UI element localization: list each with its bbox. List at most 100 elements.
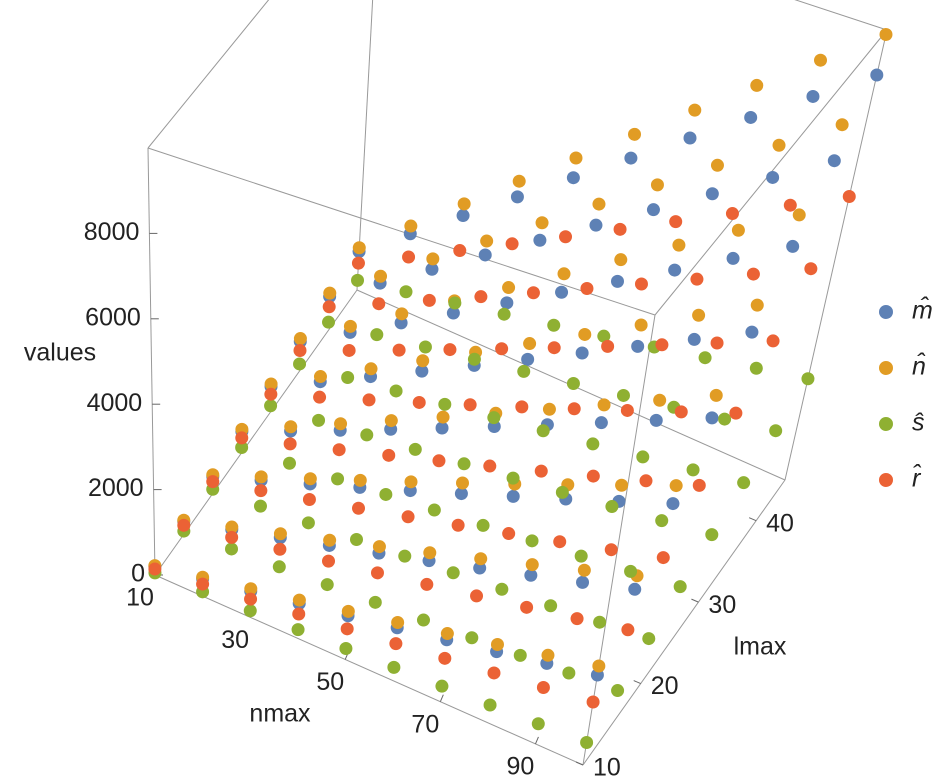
point	[264, 377, 278, 391]
point	[621, 623, 635, 637]
point	[615, 478, 629, 492]
point	[432, 454, 446, 468]
point	[566, 171, 580, 185]
point	[666, 497, 680, 511]
point	[769, 424, 783, 438]
point	[547, 341, 561, 355]
point	[592, 197, 606, 211]
point	[634, 277, 648, 291]
point	[392, 343, 406, 357]
point	[705, 528, 719, 542]
point	[284, 420, 298, 434]
point	[594, 416, 608, 430]
y-tick-label: 30	[708, 591, 736, 619]
point	[842, 190, 856, 203]
point	[515, 400, 529, 414]
point	[726, 251, 740, 265]
point	[547, 318, 561, 332]
point	[293, 344, 307, 358]
point	[566, 376, 580, 390]
point	[525, 534, 539, 548]
point	[225, 530, 239, 544]
point	[674, 405, 688, 419]
point	[683, 131, 697, 145]
x-tick-label: 50	[316, 668, 344, 696]
point	[453, 244, 467, 258]
x-tick	[534, 736, 539, 745]
point	[372, 297, 386, 311]
point	[804, 262, 818, 276]
point	[446, 306, 460, 320]
point	[653, 393, 667, 407]
point	[655, 338, 669, 352]
point	[746, 267, 760, 281]
point	[372, 540, 386, 554]
legend-label: r̂	[912, 463, 922, 493]
point	[389, 384, 403, 398]
point	[634, 318, 648, 332]
point	[497, 307, 511, 321]
point	[870, 68, 884, 82]
point	[879, 28, 893, 41]
point	[487, 411, 501, 425]
y-tick	[691, 598, 699, 603]
point	[292, 593, 306, 607]
point	[559, 230, 573, 244]
x-tick-label: 30	[221, 626, 249, 654]
point	[725, 207, 739, 221]
point	[613, 222, 627, 236]
point	[301, 516, 315, 530]
point	[476, 518, 490, 532]
point	[320, 578, 334, 592]
point	[360, 428, 374, 442]
point	[526, 286, 540, 300]
legend-label: ŝ	[912, 409, 925, 437]
point	[465, 631, 479, 645]
point	[690, 272, 704, 286]
box-edge	[154, 574, 584, 766]
point	[402, 250, 416, 264]
point	[387, 660, 401, 674]
box-edge	[794, 0, 888, 31]
point	[616, 388, 630, 402]
point	[814, 53, 828, 67]
point	[404, 475, 418, 489]
point	[244, 582, 258, 596]
y-axis-label: lmax	[734, 633, 787, 661]
point	[517, 364, 531, 378]
point	[446, 566, 460, 580]
point	[642, 632, 656, 646]
point	[705, 187, 719, 201]
point	[576, 575, 590, 589]
point	[669, 479, 683, 493]
point	[750, 78, 764, 92]
point	[480, 234, 494, 248]
point	[438, 397, 452, 411]
point	[745, 325, 759, 339]
y-tick	[748, 517, 757, 522]
point	[313, 370, 327, 384]
point	[597, 329, 611, 343]
point	[340, 622, 354, 636]
point	[416, 354, 430, 368]
point	[835, 118, 849, 132]
point	[342, 343, 356, 357]
point	[505, 237, 519, 251]
point	[575, 346, 589, 360]
point	[225, 520, 239, 534]
point	[291, 623, 305, 637]
point	[495, 582, 509, 596]
point	[332, 443, 346, 457]
point	[264, 387, 278, 401]
point	[470, 589, 484, 603]
point	[750, 298, 764, 312]
point	[457, 457, 471, 471]
point	[544, 599, 558, 613]
point	[710, 336, 724, 350]
point	[415, 364, 429, 378]
point	[578, 327, 592, 341]
point	[343, 319, 357, 333]
point	[374, 269, 388, 283]
point	[580, 282, 594, 296]
point	[389, 637, 403, 651]
